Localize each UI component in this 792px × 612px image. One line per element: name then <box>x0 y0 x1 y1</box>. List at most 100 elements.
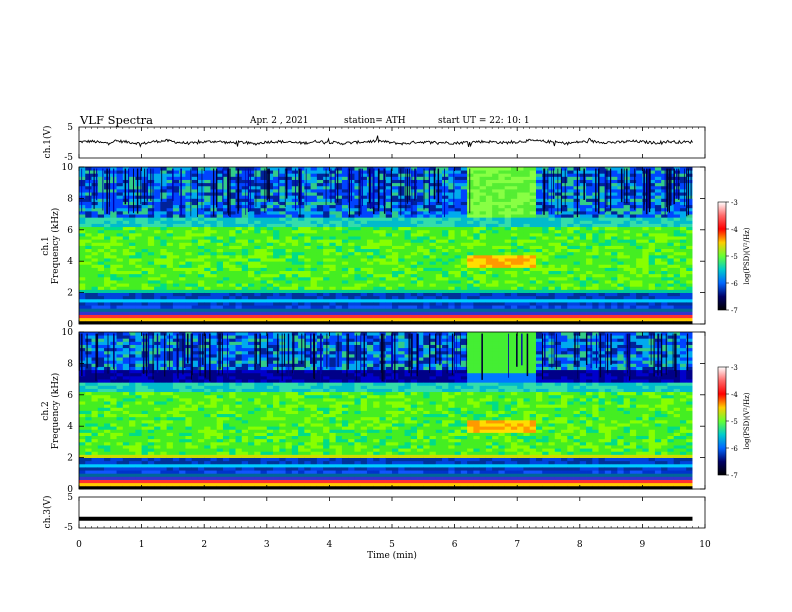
spectrogram-cell <box>436 217 443 221</box>
spectrogram-cell <box>317 195 324 199</box>
spectrogram-cell <box>686 308 693 312</box>
spectrogram-cell <box>98 267 105 271</box>
spectrogram-cell <box>442 180 449 184</box>
spectrogram-cell <box>448 258 455 262</box>
spectrogram-cell <box>486 167 493 171</box>
spectrogram-cell <box>555 283 562 287</box>
spectrogram-cell <box>110 277 117 281</box>
spectrogram-cell <box>517 289 524 293</box>
spectrogram-cell <box>261 302 268 306</box>
spectrogram-cell <box>185 261 192 265</box>
spectrogram-cell <box>592 277 599 281</box>
spectrogram-cell <box>92 293 99 297</box>
spectrogram-cell <box>286 230 293 234</box>
spectrogram-cell <box>667 211 674 215</box>
spectrogram-cell <box>542 293 549 297</box>
spectrogram-cell <box>236 217 243 221</box>
spectrogram-cell <box>336 195 343 199</box>
spectrogram-cell <box>430 315 437 319</box>
spectrogram-cell <box>379 227 386 231</box>
spectrogram-cell <box>605 289 612 293</box>
spectrogram-cell <box>336 242 343 246</box>
spectrogram-cell <box>361 252 368 256</box>
spectrogram-cell <box>492 227 499 231</box>
spectrogram-cell <box>117 296 124 300</box>
spectrogram-cell <box>217 261 224 265</box>
spectrogram-cell <box>236 293 243 297</box>
spectrogram-cell <box>110 286 117 290</box>
spectrogram-cell <box>379 302 386 306</box>
spectrogram-cell <box>217 318 224 322</box>
spectrogram-cell <box>517 233 524 237</box>
spectrogram-cell <box>361 176 368 180</box>
spectrogram-cell <box>254 211 261 215</box>
spectrogram-cell <box>636 186 643 190</box>
spectrogram-cell <box>267 230 274 234</box>
spectrogram-cell <box>254 286 261 290</box>
spectrogram-cell <box>674 296 681 300</box>
spectrogram-cell <box>649 318 656 322</box>
spectrogram-cell <box>254 205 261 209</box>
spectrogram-cell <box>198 311 205 315</box>
spectrogram-cell <box>292 230 299 234</box>
spectrogram-cell <box>348 267 355 271</box>
spectrogram-cell <box>323 205 330 209</box>
spectrogram-cell <box>373 255 380 259</box>
spectrogram-cell <box>555 246 562 250</box>
spectrogram-cell <box>592 258 599 262</box>
spectrogram-cell <box>549 255 556 259</box>
spectrogram-cell <box>304 318 311 322</box>
spectrogram-cell <box>123 224 130 228</box>
spectrogram-cell <box>430 311 437 315</box>
spectrogram-cell <box>542 299 549 303</box>
spectrogram-cell <box>599 261 606 265</box>
spectrogram-cell <box>79 189 86 193</box>
spectrogram-cell <box>417 227 424 231</box>
spectrogram-cell <box>624 318 631 322</box>
spectrogram-cell <box>261 264 268 268</box>
spectrogram-cell <box>455 208 462 212</box>
spectrogram-cell <box>92 224 99 228</box>
spectrogram-cell <box>204 227 211 231</box>
spectrogram-cell <box>498 261 505 265</box>
spectrogram-cell <box>405 308 412 312</box>
spectrogram-cell <box>373 246 380 250</box>
spectrogram-cell <box>117 186 124 190</box>
spectrogram-cell <box>611 267 618 271</box>
spectrogram-cell <box>267 211 274 215</box>
spectrogram-cell <box>686 258 693 262</box>
spectrogram-cell <box>617 274 624 278</box>
spectrogram-cell <box>586 296 593 300</box>
spectrogram-cell <box>279 315 286 319</box>
spectrogram-cell <box>530 302 537 306</box>
spectrogram-cell <box>417 274 424 278</box>
spectrogram-cell <box>323 315 330 319</box>
spectrogram-cell <box>511 308 518 312</box>
spectrogram-cell <box>329 252 336 256</box>
spectrogram-cell <box>574 258 581 262</box>
spectrogram-cell <box>661 246 668 250</box>
spectrogram-cell <box>498 308 505 312</box>
spectrogram-cell <box>605 220 612 224</box>
spectrogram-cell <box>392 315 399 319</box>
spectrogram-cell <box>486 308 493 312</box>
spectrogram-cell <box>423 255 430 259</box>
spectrogram-cell <box>586 211 593 215</box>
spectrogram-cell <box>436 261 443 265</box>
spectrogram-cell <box>148 293 155 297</box>
spectrogram-cell <box>530 195 537 199</box>
spectrogram-cell <box>555 280 562 284</box>
spectrogram-cell <box>173 318 180 322</box>
spectrogram-cell <box>204 242 211 246</box>
spectrogram-cell <box>442 249 449 253</box>
spectrogram-cell <box>129 173 136 177</box>
spectrogram-cell <box>542 230 549 234</box>
spectrogram-cell <box>586 192 593 196</box>
spectrogram-cell <box>517 286 524 290</box>
spectrogram-cell <box>367 318 374 322</box>
spectrogram-cell <box>542 283 549 287</box>
spectrogram-cell <box>204 271 211 275</box>
spectrogram-cell <box>154 170 161 174</box>
spectrogram-cell <box>617 277 624 281</box>
spectrogram-cell <box>342 311 349 315</box>
